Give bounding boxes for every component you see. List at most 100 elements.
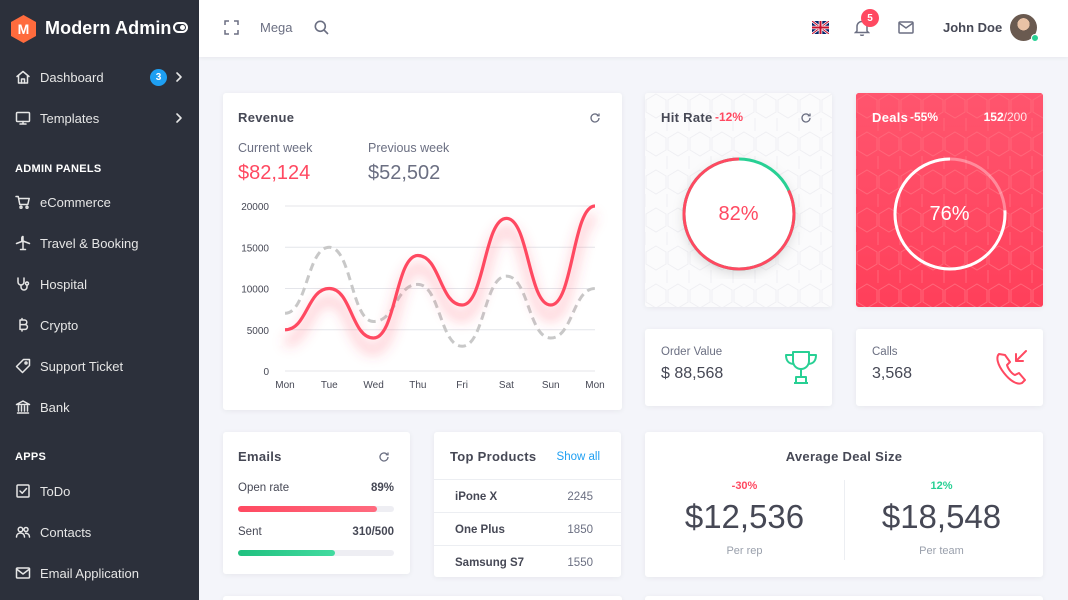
chevron-right-icon xyxy=(173,70,185,84)
emails-card: Emails Open rate 89% Sent 310/500 xyxy=(223,432,410,574)
deals-count-value: 152 xyxy=(983,110,1004,124)
stethoscope-icon xyxy=(17,277,30,291)
topbar: Mega 5 John Doe xyxy=(199,0,1068,57)
deals-count-total: /200 xyxy=(1003,110,1027,124)
order-value-card: Order Value $ 88,568 xyxy=(645,329,832,406)
sidebar-item-crypto[interactable]: Crypto xyxy=(0,310,199,340)
x-tick-label: Sun xyxy=(542,380,560,391)
calls-value: 3,568 xyxy=(872,365,913,382)
previous-week-label: Previous week xyxy=(368,141,450,155)
hit-rate-percent: 82% xyxy=(718,203,759,225)
series-current-week-shadow xyxy=(284,213,597,356)
divider xyxy=(844,480,845,560)
per-team-caption: Per team xyxy=(919,545,964,557)
incoming-call-icon xyxy=(996,350,1027,385)
brand[interactable]: M Modern Admin xyxy=(0,0,199,57)
per-rep-value: $12,536 xyxy=(684,498,805,535)
y-tick-label: 5000 xyxy=(247,326,270,337)
mail-icon[interactable] xyxy=(898,21,914,34)
revenue-card: Revenue Current week $82,124 Previous we… xyxy=(223,93,622,410)
monitor-icon xyxy=(15,111,31,125)
product-value: 1850 xyxy=(567,524,593,536)
sidebar-item-support[interactable]: Support Ticket xyxy=(0,351,199,381)
sidebar-toggle[interactable] xyxy=(173,22,188,33)
deals-card: Deals -55% 152/200 76% xyxy=(856,93,1043,307)
sidebar-item-templates[interactable]: Templates xyxy=(0,103,199,133)
sidebar-item-label: Crypto xyxy=(40,317,79,333)
y-tick-label: 15000 xyxy=(241,243,269,254)
svg-text:M: M xyxy=(18,21,30,37)
sidebar-item-todo[interactable]: ToDo xyxy=(0,476,199,506)
sidebar-item-travel[interactable]: Travel & Booking xyxy=(0,228,199,258)
order-value: $ 88,568 xyxy=(661,365,724,382)
hit-rate-change: -12% xyxy=(715,110,744,124)
emails-title: Emails xyxy=(238,449,282,464)
revenue-title: Revenue xyxy=(238,110,295,125)
search-icon[interactable] xyxy=(314,20,329,35)
sidebar: M Modern Admin Dashboard 3 Templates ADM… xyxy=(0,0,199,600)
mega-menu-link[interactable]: Mega xyxy=(260,20,293,35)
notification-badge: 5 xyxy=(861,9,879,27)
sidebar-item-email[interactable]: Email Application xyxy=(0,558,199,588)
hit-rate-title: Hit Rate xyxy=(661,110,713,125)
per-rep-caption: Per rep xyxy=(726,545,763,557)
sidebar-item-label: Bank xyxy=(40,399,70,415)
sidebar-item-label: Dashboard xyxy=(40,69,104,85)
open-rate-label: Open rate xyxy=(238,482,290,494)
sidebar-item-label: ToDo xyxy=(40,483,71,499)
table-row[interactable]: One Plus 1850 xyxy=(434,512,621,545)
calls-card: Calls 3,568 xyxy=(856,329,1043,406)
current-week-label: Current week xyxy=(238,141,313,155)
hit-rate-card: Hit Rate -12% 82% xyxy=(645,93,832,307)
deals-gauge xyxy=(893,157,1007,271)
sidebar-item-label: Support Ticket xyxy=(40,358,124,374)
sidebar-item-label: Hospital xyxy=(40,276,87,292)
users-icon xyxy=(15,526,31,538)
plane-icon xyxy=(15,235,31,251)
product-name: Samsung S7 xyxy=(455,557,525,569)
sidebar-item-bank[interactable]: Bank xyxy=(0,392,199,422)
open-rate-bar-fill xyxy=(238,506,377,512)
product-name: One Plus xyxy=(455,524,505,536)
order-value-label: Order Value xyxy=(661,346,723,358)
deals-percent: 76% xyxy=(929,203,970,225)
hit-rate-gauge xyxy=(682,157,796,271)
logo-icon: M xyxy=(11,14,36,43)
chevron-right-icon xyxy=(173,111,185,125)
per-team-value: $18,548 xyxy=(881,498,1002,535)
table-row[interactable]: Samsung S7 1550 xyxy=(434,545,621,578)
admin-panels-header: ADMIN PANELS xyxy=(15,163,102,175)
uk-flag-icon[interactable] xyxy=(812,21,829,34)
sent-value: 310/500 xyxy=(352,526,394,538)
x-tick-label: Fri xyxy=(456,380,468,391)
show-all-link[interactable]: Show all xyxy=(556,451,600,463)
sidebar-item-dashboard[interactable]: Dashboard 3 xyxy=(0,62,199,92)
previous-week-value: $52,502 xyxy=(368,162,441,184)
x-tick-label: Mon xyxy=(585,380,604,391)
checkbox-icon xyxy=(16,484,30,498)
refresh-icon[interactable] xyxy=(800,112,812,124)
sent-label: Sent xyxy=(238,526,262,538)
sidebar-item-ecommerce[interactable]: eCommerce xyxy=(0,187,199,217)
open-rate-value: 89% xyxy=(370,482,394,494)
deals-change: -55% xyxy=(910,110,939,124)
user-name[interactable]: John Doe xyxy=(943,20,1003,35)
open-rate-bar xyxy=(238,506,394,512)
sidebar-item-label: Templates xyxy=(40,110,100,126)
sidebar-item-label: Travel & Booking xyxy=(40,235,139,251)
dashboard-badge: 3 xyxy=(150,69,167,86)
y-tick-label: 10000 xyxy=(241,285,269,296)
sidebar-item-hospital[interactable]: Hospital xyxy=(0,269,199,299)
online-status-dot xyxy=(1031,34,1039,42)
y-tick-label: 0 xyxy=(263,367,269,378)
sidebar-item-label: Contacts xyxy=(40,524,92,540)
series-current-week xyxy=(284,204,596,340)
refresh-icon[interactable] xyxy=(378,451,390,463)
fullscreen-icon[interactable] xyxy=(224,20,239,35)
sidebar-item-contacts[interactable]: Contacts xyxy=(0,517,199,547)
product-value: 1550 xyxy=(567,557,593,569)
table-row[interactable]: iPone X 2245 xyxy=(434,479,621,512)
partial-card xyxy=(645,596,1043,600)
refresh-icon[interactable] xyxy=(589,112,601,124)
series-previous-week xyxy=(284,245,596,348)
